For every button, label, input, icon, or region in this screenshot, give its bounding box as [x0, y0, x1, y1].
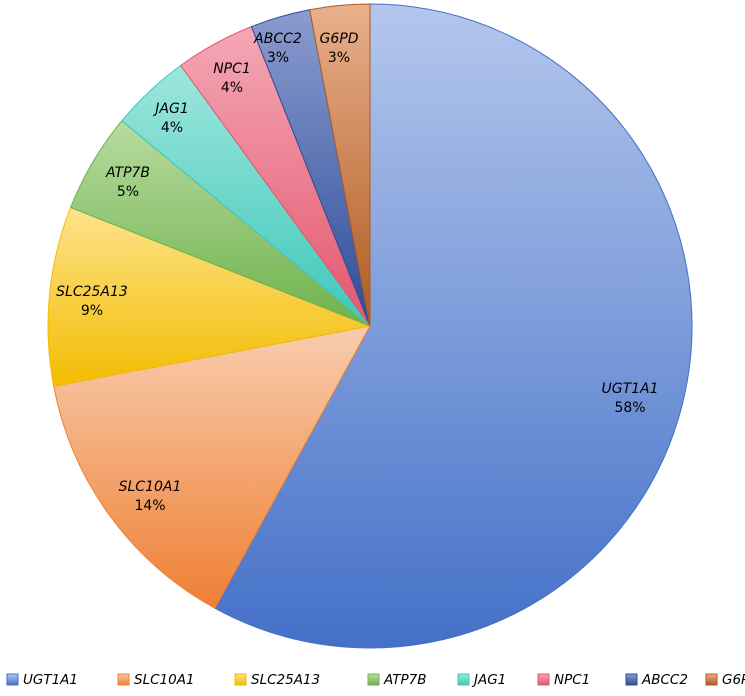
legend-swatch-jag1 — [457, 673, 470, 686]
slice-label-npc1: NPC1 4% — [213, 61, 251, 96]
slice-labels: UGT1A1 58% SLC10A1 14% SLC25A13 9% ATP7B 5%JAG1… — [56, 31, 658, 514]
legend-swatch-abcc2 — [625, 673, 638, 686]
legend-label-slc10a1: SLC10A1 — [134, 672, 195, 688]
legend-swatch-g6pd — [705, 673, 718, 686]
legend-swatch-atp7b — [367, 673, 380, 686]
slice-label-slc10a1: SLC10A1 14% — [119, 479, 182, 514]
slice-label-abcc2: ABCC2 3% — [253, 31, 302, 66]
legend-label-abcc2: ABCC2 — [641, 672, 688, 688]
legend-label-jag1: JAG1 — [471, 672, 506, 688]
legend-item-g6pd: G6PD — [705, 672, 745, 688]
slice-g6pd — [309, 3, 371, 327]
legend-item-slc10a1: SLC10A1 — [117, 672, 195, 688]
legend-label-npc1: NPC1 — [554, 672, 590, 688]
slice-label-jag1: JAG1 4% — [152, 101, 188, 136]
legend-label-atp7b: ATP7B — [383, 672, 427, 688]
legend-swatch-npc1 — [537, 673, 550, 686]
legend-item-ugt1a1: UGT1A1 — [6, 672, 78, 688]
legend-item-abcc2: ABCC2 — [625, 672, 688, 688]
legend-label-ugt1a1: UGT1A1 — [23, 672, 78, 688]
slice-label-atp7b: ATP7B 5% — [105, 165, 150, 200]
legend-swatch-slc25a13 — [234, 673, 247, 686]
legend-swatch-ugt1a1 — [6, 673, 19, 686]
legend-item-atp7b: ATP7B — [367, 672, 427, 688]
slice-label-g6pd: G6PD 3% — [320, 31, 359, 66]
slice-label-ugt1a1: UGT1A1 58% — [601, 381, 658, 416]
legend-swatch-slc10a1 — [117, 673, 130, 686]
legend: UGT1A1 SLC10A1 SLC25A13 ATP7B JAG1 NPC1 ABCC2 G… — [6, 672, 745, 688]
legend-item-slc25a13: SLC25A13 — [234, 672, 320, 688]
legend-item-jag1: JAG1 — [457, 672, 506, 688]
legend-label-g6pd: G6PD — [722, 672, 745, 688]
legend-label-slc25a13: SLC25A13 — [251, 672, 320, 688]
slice-label-slc25a13: SLC25A13 9% — [56, 284, 128, 319]
pie-slices — [47, 3, 693, 649]
legend-item-npc1: NPC1 — [537, 672, 590, 688]
slice-ugt1a1 — [214, 3, 693, 649]
slice-slc10a1 — [53, 325, 371, 609]
slice-slc25a13 — [47, 206, 372, 387]
